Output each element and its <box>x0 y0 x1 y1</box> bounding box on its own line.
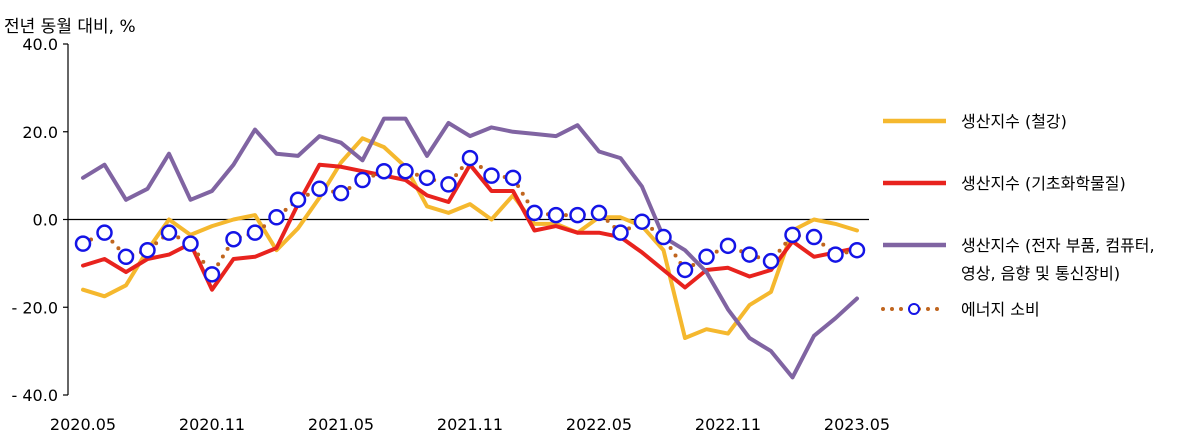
energy-data-point <box>375 162 393 180</box>
energy-data-point <box>569 206 586 224</box>
y-tick-labels: 40.0 20.0 0.0 - 20.0 - 40.0 <box>12 35 58 405</box>
energy-data-point <box>483 167 500 184</box>
energy-data-point <box>741 246 758 263</box>
energy-data-point <box>633 213 651 230</box>
energy-data-point <box>655 228 672 246</box>
energy-data-point <box>440 176 457 193</box>
energy-data-point <box>827 246 844 263</box>
y-tick-label: 40.0 <box>22 35 58 54</box>
legend-label: 생산지수 (기초화학물질) <box>961 174 1126 193</box>
series-line-0 <box>81 136 859 340</box>
x-tick-label: 2023.05 <box>824 415 890 434</box>
energy-data-point <box>289 191 307 209</box>
series-line-2 <box>81 116 859 380</box>
energy-data-point <box>139 241 156 259</box>
x-tick-label: 2022.05 <box>566 415 632 434</box>
energy-data-point <box>354 171 371 189</box>
legend: 생산지수 (철강) 생산지수 (기초화학물질) 생산지수 (전자 부품, 컴퓨터, 영… <box>881 112 1155 319</box>
energy-data-point <box>418 169 436 187</box>
energy-data-point <box>762 252 780 270</box>
energy-data-point <box>547 206 565 224</box>
energy-data-point <box>612 224 629 241</box>
energy-data-point <box>698 248 715 266</box>
y-tick-label: 20.0 <box>22 123 58 142</box>
x-tick-label: 2020.11 <box>179 415 245 434</box>
energy-data-point <box>784 226 801 244</box>
legend-label-line2: 영상, 음향 및 통신장비) <box>961 264 1120 283</box>
energy-data-point <box>96 224 113 241</box>
energy-data-point <box>805 228 823 246</box>
energy-data-point <box>676 261 694 279</box>
y-tick-label: 0.0 <box>33 211 58 230</box>
legend-label: 생산지수 (전자 부품, 컴퓨터, <box>961 236 1155 255</box>
energy-data-point <box>504 169 522 187</box>
axes <box>63 43 869 396</box>
x-tick-labels: 2020.05 2020.11 2021.05 2021.11 2022.05 2022.… <box>50 415 890 434</box>
series-line-1 <box>81 162 859 292</box>
legend-marker <box>908 303 920 315</box>
energy-data-point <box>160 224 178 241</box>
energy-data-point <box>182 235 199 252</box>
energy-data-point <box>397 162 414 180</box>
energy-data-point <box>590 204 608 222</box>
energy-data-point <box>74 235 92 252</box>
energy-data-point <box>203 266 221 283</box>
energy-data-point <box>246 224 264 241</box>
energy-data-point <box>311 180 328 198</box>
energy-data-point <box>332 184 350 202</box>
x-tick-label: 2021.11 <box>437 415 503 434</box>
energy-data-point <box>268 209 285 226</box>
energy-data-point <box>117 248 135 266</box>
legend-label: 생산지수 (철강) <box>961 112 1067 131</box>
legend-label: 에너지 소비 <box>961 300 1040 319</box>
y-tick-label: - 20.0 <box>12 298 58 317</box>
energy-data-point <box>848 241 866 259</box>
x-tick-label: 2022.11 <box>695 415 761 434</box>
y-axis-title: 전년 동월 대비, % <box>4 17 136 37</box>
y-tick-label: - 40.0 <box>12 386 58 405</box>
x-tick-label: 2020.05 <box>50 415 116 434</box>
energy-data-point <box>719 237 737 255</box>
energy-data-point <box>461 149 479 167</box>
energy-data-point <box>526 204 543 222</box>
x-tick-label: 2021.05 <box>308 415 374 434</box>
energy-data-point <box>225 230 242 248</box>
series-group <box>74 116 866 380</box>
energy-dotted-line <box>81 155 859 278</box>
